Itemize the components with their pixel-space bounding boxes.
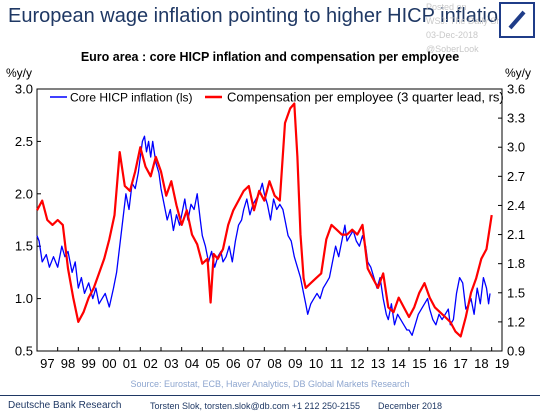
left-tick-label: 1.5 [15, 239, 33, 254]
x-tick-label: 07 [247, 356, 261, 371]
right-tick-label: 3.0 [507, 140, 525, 155]
x-tick-label: 14 [391, 356, 405, 371]
x-tick-label: 11 [330, 356, 344, 371]
x-tick-label: 05 [205, 356, 219, 371]
deutsche-bank-logo-icon [499, 2, 535, 38]
left-tick-label: 0.5 [15, 344, 33, 359]
footer-contact: Torsten Slok, torsten.slok@db.com +1 212… [150, 401, 361, 411]
right-tick-label: 3.6 [507, 82, 525, 97]
page-headline: European wage inflation pointing to high… [8, 5, 510, 27]
right-axis: 0.9 1.2 1.5 1.8 2.1 2.4 2.7 3.0 3.3 3.6 [498, 82, 525, 359]
left-tick-label: 1.0 [15, 291, 33, 306]
watermark-line: Posted on [426, 2, 467, 12]
legend-label: Compensation per employee (3 quarter lea… [227, 90, 504, 105]
left-axis: 0.5 1.0 1.5 2.0 2.5 3.0 [15, 82, 41, 359]
x-tick-label: 15 [412, 356, 426, 371]
x-tick-label: 00 [102, 356, 116, 371]
right-tick-label: 1.5 [507, 285, 525, 300]
legend-label: Core HICP inflation (ls) [70, 91, 192, 105]
x-tick-label: 03 [164, 356, 178, 371]
chart-source: Source: Eurostat, ECB, Haver Analytics, … [130, 379, 410, 389]
right-axis-label: %y/y [505, 66, 531, 80]
plot-border [36, 88, 503, 352]
plot-frame [36, 88, 503, 352]
watermark: Posted on WSJ: The Daily Shot 03-Dec-201… [426, 0, 512, 56]
x-tick-label: 19 [495, 356, 509, 371]
footer-divider [0, 395, 540, 396]
right-tick-label: 3.3 [507, 111, 525, 126]
x-tick-label: 12 [350, 356, 364, 371]
right-tick-label: 2.4 [507, 198, 525, 213]
x-tick-label: 09 [288, 356, 302, 371]
x-tick-label: 99 [81, 356, 95, 371]
x-tick-label: 04 [185, 356, 199, 371]
footer-org: Deutsche Bank Research [8, 400, 122, 411]
x-tick-label: 02 [143, 356, 157, 371]
x-tick-label: 01 [123, 356, 137, 371]
core-hicp-line [36, 135, 491, 336]
right-tick-label: 1.8 [507, 256, 525, 271]
x-tick-label: 16 [433, 356, 447, 371]
watermark-line: @SoberLook [426, 44, 479, 54]
x-tick-label: 06 [226, 356, 240, 371]
legend: Core HICP inflation (ls) Compensation per… [50, 90, 504, 105]
x-tick-label: 13 [371, 356, 385, 371]
x-tick-label: 08 [267, 356, 281, 371]
left-tick-label: 2.0 [15, 186, 33, 201]
watermark-line: 03-Dec-2018 [426, 30, 479, 40]
left-tick-label: 2.5 [15, 134, 33, 149]
chart-title: Euro area : core HICP inflation and comp… [81, 50, 459, 64]
right-tick-label: 1.2 [507, 314, 525, 329]
footer-date: December 2018 [378, 401, 443, 411]
series-lines [36, 102, 493, 338]
x-tick-label: 17 [453, 356, 467, 371]
right-tick-label: 2.7 [507, 169, 525, 184]
left-tick-label: 3.0 [15, 82, 33, 97]
watermark-line: WSJ: The Daily Shot [426, 16, 509, 26]
x-tick-label: 97 [40, 356, 54, 371]
x-axis: 97 98 99 00 01 02 03 04 05 06 07 08 09 10 11 12 13 14 15 16… [36, 347, 509, 371]
x-tick-label: 18 [474, 356, 488, 371]
right-tick-label: 2.1 [507, 227, 525, 242]
compensation-line [36, 102, 493, 338]
x-tick-label: 10 [309, 356, 323, 371]
x-tick-label: 98 [61, 356, 75, 371]
right-tick-label: 0.9 [507, 344, 525, 359]
left-axis-label: %y/y [6, 66, 32, 80]
